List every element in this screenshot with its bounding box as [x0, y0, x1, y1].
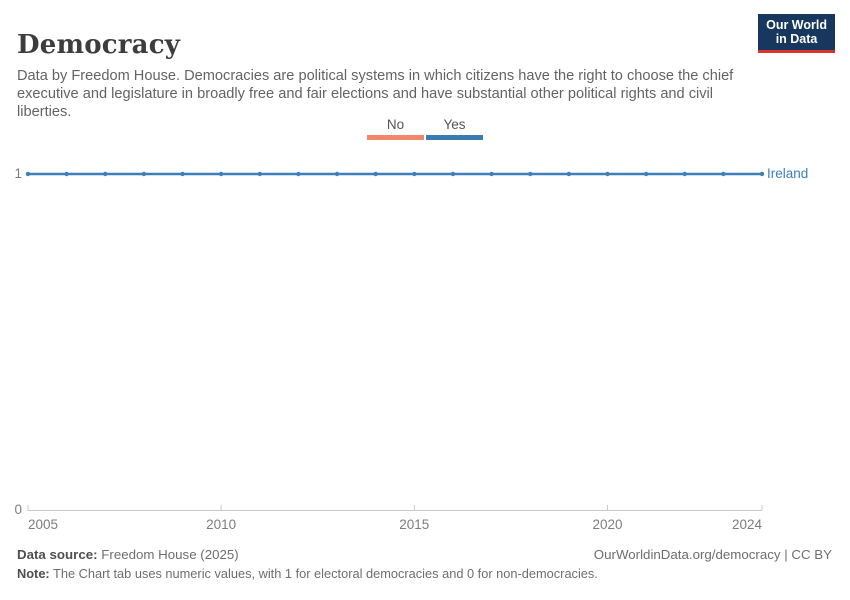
- chart-footer: Data source: Freedom House (2025) OurWor…: [17, 547, 832, 581]
- y-axis-label-0: 0: [14, 502, 22, 517]
- data-source: Data source: Freedom House (2025): [17, 547, 239, 562]
- data-point-ireland-2017[interactable]: [489, 171, 494, 177]
- data-point-ireland-2014[interactable]: [373, 171, 378, 177]
- data-point-ireland-2009[interactable]: [180, 171, 185, 177]
- owid-link[interactable]: OurWorldinData.org/democracy | CC BY: [593, 547, 832, 562]
- data-point-ireland-2019[interactable]: [566, 171, 572, 177]
- owid-logo[interactable]: Our World in Data: [758, 14, 835, 53]
- data-source-value: Freedom House (2025): [101, 547, 239, 562]
- data-point-ireland-2011[interactable]: [257, 171, 262, 177]
- data-point-ireland-2015[interactable]: [412, 171, 417, 177]
- legend-swatch-yes: [426, 135, 483, 140]
- x-axis-label-2010: 2010: [206, 517, 236, 532]
- data-point-ireland-2006[interactable]: [64, 171, 69, 177]
- data-point-ireland-2024[interactable]: [759, 171, 765, 177]
- data-point-ireland-2007[interactable]: [103, 171, 108, 177]
- data-source-label: Data source:: [17, 547, 98, 562]
- data-point-ireland-2018[interactable]: [528, 171, 533, 177]
- data-point-ireland-2023[interactable]: [721, 171, 726, 177]
- owid-logo-line2: in Data: [775, 31, 818, 46]
- y-axis-label-1: 1: [14, 166, 22, 181]
- legend-item-yes[interactable]: Yes: [426, 117, 483, 140]
- note-label: Note:: [17, 566, 50, 581]
- owid-logo-line1: Our World: [766, 18, 827, 32]
- data-point-ireland-2013[interactable]: [334, 171, 340, 177]
- data-point-ireland-2008[interactable]: [141, 171, 147, 177]
- data-point-ireland-2020[interactable]: [605, 171, 610, 177]
- x-axis-label-2020: 2020: [592, 517, 622, 532]
- data-point-ireland-2021[interactable]: [643, 171, 649, 177]
- legend: No Yes: [0, 117, 850, 140]
- legend-item-no[interactable]: No: [367, 117, 424, 140]
- data-point-ireland-2012[interactable]: [296, 171, 301, 177]
- page-title: Democracy: [17, 30, 181, 61]
- note-value: The Chart tab uses numeric values, with …: [53, 566, 598, 581]
- chart-note: Note: The Chart tab uses numeric values,…: [17, 566, 832, 581]
- x-axis-label-2015: 2015: [399, 517, 429, 532]
- data-point-ireland-2016[interactable]: [450, 171, 456, 177]
- legend-label-no: No: [386, 117, 405, 132]
- legend-label-yes: Yes: [443, 117, 466, 132]
- data-point-ireland-2022[interactable]: [682, 171, 687, 177]
- legend-swatch-no: [367, 135, 424, 140]
- x-axis-label-2024: 2024: [732, 517, 763, 532]
- chart-subtitle: Data by Freedom House. Democracies are p…: [17, 67, 734, 120]
- data-point-ireland-2005[interactable]: [25, 171, 31, 177]
- entity-label-ireland[interactable]: Ireland: [767, 166, 808, 181]
- x-axis-label-2005: 2005: [28, 517, 58, 532]
- data-point-ireland-2010[interactable]: [218, 171, 224, 177]
